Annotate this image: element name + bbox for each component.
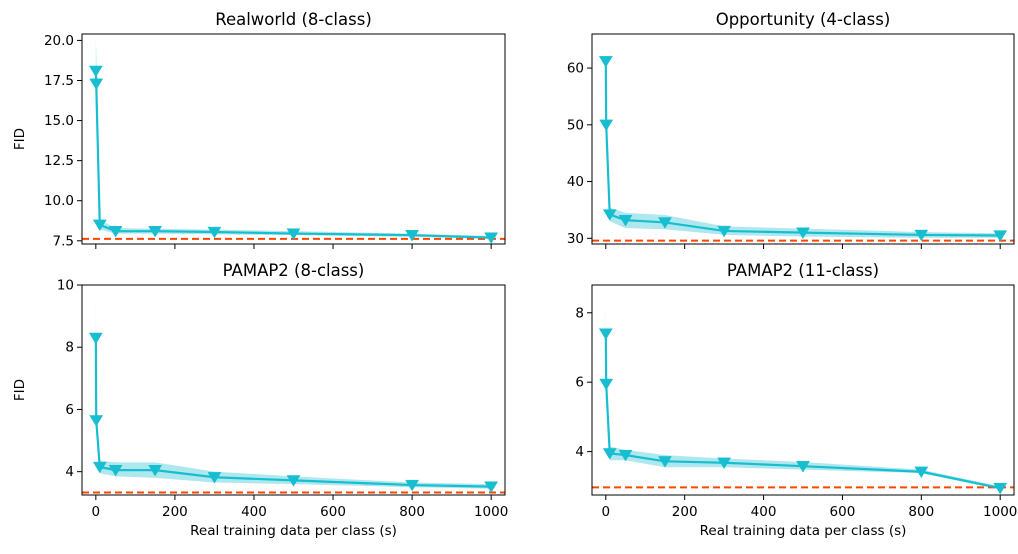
data-point <box>88 332 103 345</box>
x-tick-label: 0 <box>92 504 101 520</box>
data-point <box>207 226 222 239</box>
y-tick-label: 30 <box>567 231 584 247</box>
panel-title: Realworld (8-class) <box>215 10 372 29</box>
y-axis-label: FID <box>12 128 28 150</box>
panel-title: Opportunity (4-class) <box>716 10 891 29</box>
x-tick-label: 600 <box>830 504 856 520</box>
data-point <box>658 456 672 468</box>
data-point <box>598 328 613 340</box>
data-point <box>618 215 633 227</box>
axes-frame <box>81 284 506 496</box>
data-point <box>207 472 222 484</box>
data-point <box>658 217 672 229</box>
data-point <box>993 230 1008 242</box>
y-tick-label: 4 <box>65 464 74 480</box>
data-point <box>108 226 123 238</box>
y-tick-label: 10.0 <box>44 193 74 209</box>
data-point <box>717 225 732 238</box>
chart-panel-2: 30 40 50 60 Opportunity (4-class) <box>567 10 1015 249</box>
data-point <box>88 65 103 78</box>
x-axis-label: Real training data per class (s) <box>190 523 397 539</box>
y-tick-label: 50 <box>567 117 584 133</box>
data-point <box>108 464 123 477</box>
data-point <box>598 56 613 68</box>
axes-frame <box>81 33 506 245</box>
y-tick-label: 40 <box>567 174 584 190</box>
y-tick-label: 4 <box>575 444 584 460</box>
x-tick-label: 200 <box>672 504 698 520</box>
data-point <box>602 448 617 460</box>
data-point <box>717 457 732 470</box>
y-tick-label: 7.5 <box>53 233 74 249</box>
x-tick-label: 200 <box>162 504 188 520</box>
data-point <box>618 449 633 462</box>
data-point <box>484 481 499 493</box>
series-line <box>604 61 1001 237</box>
x-tick-label: 400 <box>751 504 777 520</box>
y-tick-label: 60 <box>567 61 584 77</box>
y-axis-label: FID <box>12 379 28 401</box>
x-axis-label: Real training data per class (s) <box>700 523 907 539</box>
chart-panel-3: 4 6 8 10 0 200 400 600 800 1000 PAMAP2 (8-class) FI… <box>12 261 508 539</box>
panel-title: PAMAP2 (8-class) <box>223 261 365 280</box>
data-point <box>89 78 104 91</box>
y-tick-label: 6 <box>575 375 584 391</box>
data-point <box>148 226 163 238</box>
data-point <box>405 479 420 492</box>
data-point <box>599 119 614 132</box>
y-tick-label: 17.5 <box>44 73 74 89</box>
data-point <box>914 229 929 242</box>
y-tick-label: 12.5 <box>44 153 74 169</box>
data-point <box>796 461 810 473</box>
chart-panel-4: 4 6 8 0 200 400 600 800 1000 PAMAP2 (11-class) Rea… <box>575 261 1017 539</box>
axes-frame <box>591 33 1015 245</box>
confidence-band <box>95 38 492 239</box>
x-tick-label: 1000 <box>474 504 508 520</box>
data-point <box>92 219 107 232</box>
confidence-band <box>95 294 492 489</box>
data-point <box>89 415 104 427</box>
data-point <box>599 378 614 391</box>
x-tick-label: 1000 <box>983 504 1017 520</box>
x-tick-label: 800 <box>399 504 425 520</box>
y-tick-label: 8 <box>575 305 584 321</box>
data-point <box>484 232 499 244</box>
data-point <box>796 227 810 239</box>
y-tick-label: 10 <box>57 278 74 294</box>
y-tick-label: 20.0 <box>44 33 74 49</box>
y-tick-label: 15.0 <box>44 113 74 129</box>
confidence-band <box>605 39 1001 238</box>
data-point <box>993 482 1008 495</box>
x-tick-label: 600 <box>320 504 346 520</box>
data-point <box>286 228 301 240</box>
x-tick-label: 800 <box>908 504 934 520</box>
chart-panel-1: 7.5 10.0 12.5 15.0 17.5 20.0 Realworld (8-clas… <box>12 10 506 249</box>
y-tick-label: 6 <box>65 402 74 418</box>
series-line <box>94 70 492 239</box>
x-tick-label: 400 <box>241 504 267 520</box>
data-point <box>286 475 301 487</box>
panel-title: PAMAP2 (11-class) <box>727 261 879 280</box>
data-point <box>914 466 929 479</box>
data-point <box>92 461 107 474</box>
x-tick-label: 0 <box>602 504 611 520</box>
data-point <box>148 464 163 477</box>
data-point <box>602 209 617 221</box>
axes-frame <box>591 284 1015 496</box>
y-tick-label: 8 <box>65 340 74 356</box>
data-point <box>405 230 420 242</box>
